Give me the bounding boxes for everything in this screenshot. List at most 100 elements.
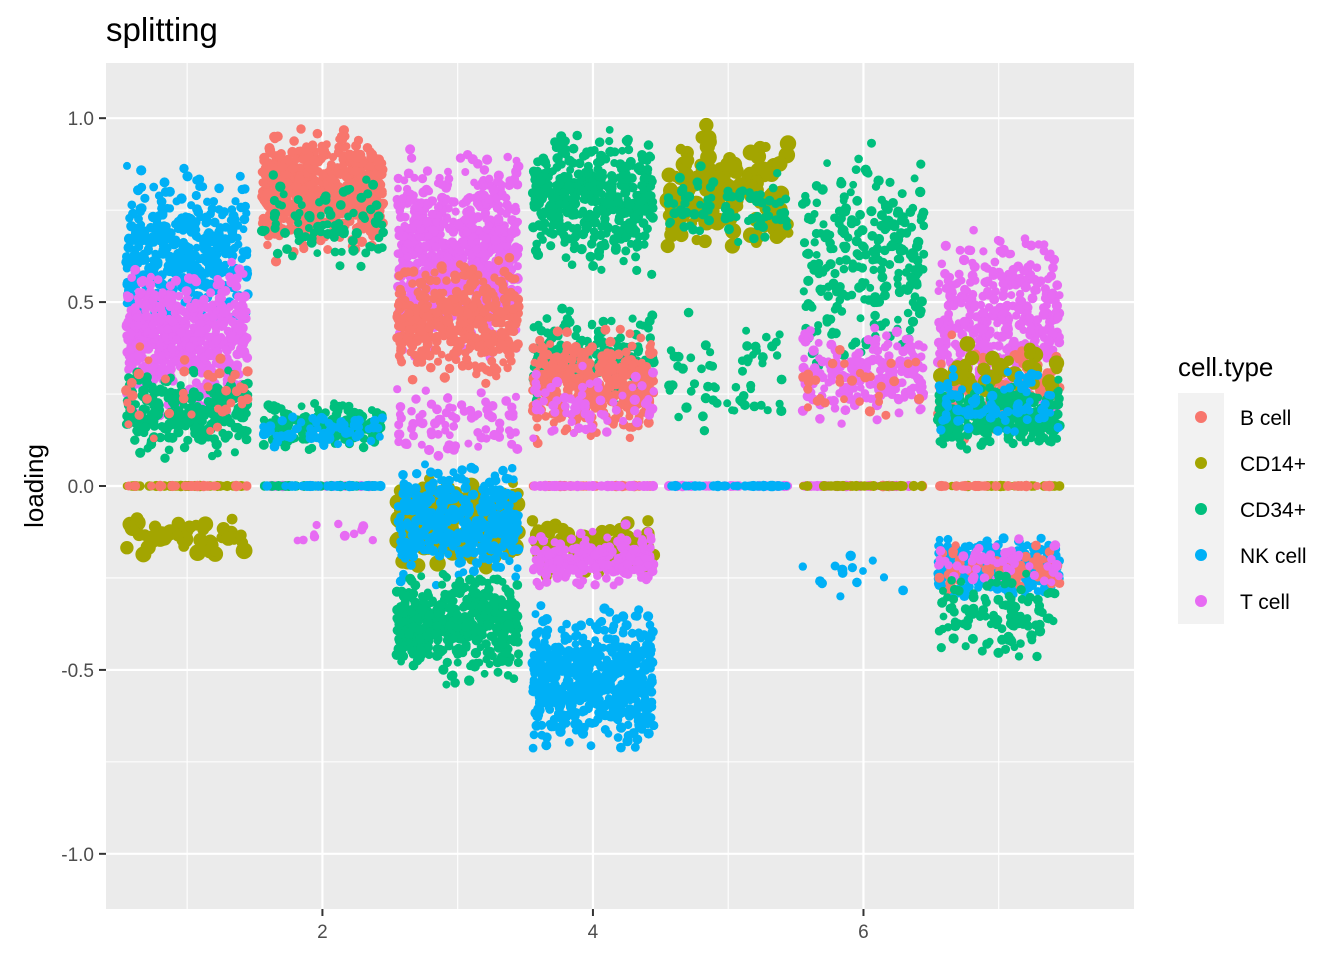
point-nk-cell <box>350 419 360 430</box>
point-t-cell <box>220 286 231 296</box>
point-nk-cell <box>203 197 212 206</box>
point-cd34 <box>476 602 486 612</box>
point-t-cell <box>212 327 220 336</box>
point-cd34 <box>453 658 462 667</box>
point-nk-cell <box>239 225 248 234</box>
point-cd34 <box>477 576 487 586</box>
point-cd34 <box>449 588 459 598</box>
point-t-cell <box>438 238 446 246</box>
point-cd34 <box>294 218 303 228</box>
point-nk-cell <box>437 544 448 554</box>
point-b-cell <box>439 288 448 297</box>
point-cd34 <box>371 200 382 211</box>
point-cd34 <box>367 242 376 252</box>
point-t-cell <box>485 174 494 183</box>
point-b-cell <box>144 356 153 365</box>
point-cd34 <box>280 441 291 452</box>
point-t-cell <box>230 299 240 309</box>
point-b-cell <box>147 481 156 491</box>
point-t-cell <box>167 343 177 354</box>
point-b-cell <box>291 155 300 164</box>
point-b-cell <box>289 136 299 146</box>
point-nk-cell <box>398 470 408 480</box>
point-nk-cell <box>453 510 463 520</box>
point-b-cell <box>487 287 496 297</box>
point-cd34 <box>167 432 178 443</box>
point-nk-cell <box>368 422 379 433</box>
point-b-cell <box>347 178 356 187</box>
point-t-cell <box>482 405 492 415</box>
point-cd34 <box>272 248 283 259</box>
point-cd34 <box>282 244 292 255</box>
point-b-cell <box>208 372 218 382</box>
point-b-cell <box>134 410 144 420</box>
point-b-cell <box>426 362 436 373</box>
point-cd34 <box>338 401 347 410</box>
point-t-cell <box>403 239 413 249</box>
point-t-cell <box>394 420 404 430</box>
point-t-cell <box>474 200 483 210</box>
point-t-cell <box>429 196 438 205</box>
point-t-cell <box>407 406 416 416</box>
point-nk-cell <box>123 161 131 170</box>
point-nk-cell <box>306 481 315 491</box>
point-b-cell <box>296 124 306 134</box>
point-b-cell <box>126 404 136 414</box>
point-cd14 <box>151 530 169 547</box>
point-nk-cell <box>324 481 333 491</box>
point-t-cell <box>237 310 248 320</box>
point-cd34 <box>510 638 519 647</box>
point-t-cell <box>146 272 155 281</box>
point-cd14 <box>210 546 221 557</box>
point-t-cell <box>445 431 454 440</box>
point-cd34 <box>442 680 451 689</box>
point-t-cell <box>504 410 513 419</box>
point-cd14 <box>226 513 238 525</box>
point-nk-cell <box>170 238 180 248</box>
point-t-cell <box>411 394 421 404</box>
point-nk-cell <box>323 431 334 441</box>
point-nk-cell <box>469 548 479 558</box>
point-t-cell <box>449 197 459 207</box>
point-t-cell <box>400 212 410 222</box>
point-b-cell <box>130 481 141 491</box>
point-b-cell <box>399 267 410 277</box>
point-b-cell <box>277 162 287 172</box>
point-nk-cell <box>507 490 516 499</box>
point-cd34 <box>280 423 289 433</box>
point-cd34 <box>176 381 185 390</box>
point-cd34 <box>332 431 342 441</box>
point-nk-cell <box>178 241 188 251</box>
point-nk-cell <box>192 243 201 252</box>
point-cd34 <box>475 626 485 636</box>
point-nk-cell <box>191 231 201 241</box>
point-t-cell <box>426 427 436 437</box>
point-cd34 <box>293 227 304 238</box>
point-b-cell <box>407 374 418 385</box>
point-cd34 <box>497 656 508 666</box>
point-b-cell <box>485 339 496 349</box>
point-nk-cell <box>277 416 287 426</box>
point-cd14 <box>128 524 140 536</box>
point-b-cell <box>226 398 236 408</box>
point-b-cell <box>214 404 223 413</box>
point-nk-cell <box>441 480 451 490</box>
point-b-cell <box>466 324 475 334</box>
point-b-cell <box>357 200 366 210</box>
point-cd34 <box>306 237 317 248</box>
point-nk-cell <box>513 564 522 573</box>
point-t-cell <box>239 269 248 278</box>
point-cd34 <box>160 453 170 463</box>
point-cd34 <box>206 405 215 414</box>
point-b-cell <box>309 155 320 167</box>
point-b-cell <box>481 378 491 388</box>
point-t-cell <box>422 166 433 176</box>
point-nk-cell <box>231 197 240 206</box>
point-cd34 <box>356 192 367 203</box>
point-cd34 <box>356 261 366 271</box>
point-b-cell <box>393 300 403 310</box>
point-cd34 <box>408 608 417 617</box>
point-t-cell <box>474 442 483 451</box>
point-nk-cell <box>505 556 514 566</box>
point-t-cell <box>488 184 499 195</box>
